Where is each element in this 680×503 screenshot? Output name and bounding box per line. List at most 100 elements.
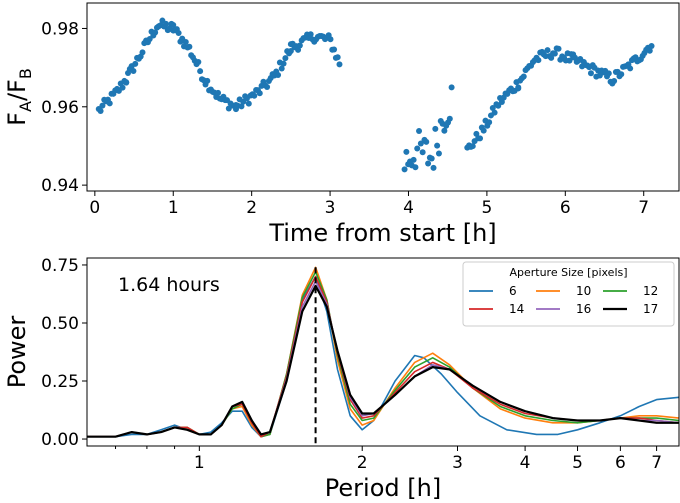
data-point xyxy=(618,71,625,78)
legend-title: Aperture Size [pixels] xyxy=(509,266,627,279)
series-line-17 xyxy=(87,284,679,438)
ylabel-sub-b: B xyxy=(16,68,35,79)
legend: Aperture Size [pixels] 6 10 12 14 16 17 xyxy=(462,261,675,327)
data-point xyxy=(130,67,137,74)
x-tick-label: 3 xyxy=(452,453,463,473)
y-tick-label: 0.00 xyxy=(41,430,79,450)
data-point xyxy=(548,54,555,61)
data-point xyxy=(432,125,439,132)
data-point xyxy=(605,70,612,77)
x-tick-label: 5 xyxy=(572,453,583,473)
y-tick-label: 0.94 xyxy=(41,176,79,196)
x-tick-label: 7 xyxy=(638,198,649,218)
data-point xyxy=(480,127,487,134)
period-annotation: 1.64 hours xyxy=(118,274,220,296)
periodogram-x-ticks: 1 2 3 4 5 6 7 xyxy=(115,446,662,473)
data-point xyxy=(264,83,271,90)
ylabel-sub-a: A xyxy=(16,101,35,112)
data-point xyxy=(441,127,448,134)
data-point xyxy=(175,29,182,36)
periodogram-axes-frame xyxy=(86,257,680,447)
data-point xyxy=(296,42,303,49)
data-point xyxy=(469,143,476,150)
legend-label-17: 17 xyxy=(643,302,658,316)
data-point xyxy=(414,145,421,152)
data-point xyxy=(106,100,113,107)
data-point xyxy=(515,84,522,91)
x-tick-label: 4 xyxy=(520,453,531,473)
data-point xyxy=(412,164,419,171)
legend-label-6: 6 xyxy=(509,284,517,298)
legend-items: 6 10 12 14 16 17 xyxy=(469,284,658,316)
data-point xyxy=(331,46,338,53)
x-tick-label: 1 xyxy=(194,453,205,473)
data-point xyxy=(416,128,423,135)
y-tick-label: 0.75 xyxy=(41,256,79,276)
data-point xyxy=(520,73,527,80)
lightcurve-axes-frame xyxy=(86,2,680,192)
data-point xyxy=(197,68,204,75)
y-tick-label: 0.50 xyxy=(41,314,79,334)
legend-label-14: 14 xyxy=(509,302,524,316)
y-tick-label: 0.25 xyxy=(41,372,79,392)
y-tick-label: 0.96 xyxy=(41,98,79,118)
data-point xyxy=(435,150,442,157)
data-point xyxy=(132,60,139,67)
data-point xyxy=(278,65,285,72)
data-point xyxy=(186,43,193,50)
data-point xyxy=(182,39,189,46)
x-tick-label: 4 xyxy=(403,198,414,218)
data-point xyxy=(256,90,263,97)
data-point xyxy=(97,108,104,115)
x-tick-label: 0 xyxy=(89,198,100,218)
legend-label-16: 16 xyxy=(576,302,591,316)
data-point xyxy=(423,138,430,145)
ylabel-f: F xyxy=(3,112,31,126)
x-tick-label: 3 xyxy=(325,198,336,218)
x-tick-label: 2 xyxy=(246,198,257,218)
data-point xyxy=(275,71,282,78)
data-point xyxy=(627,65,634,72)
data-point xyxy=(587,70,594,77)
legend-label-12: 12 xyxy=(643,284,658,298)
x-tick-label: 6 xyxy=(615,453,626,473)
data-point xyxy=(430,164,437,171)
data-point xyxy=(646,47,653,54)
data-point xyxy=(544,47,551,54)
y-tick-label: 0.98 xyxy=(41,19,79,39)
data-point xyxy=(419,149,426,156)
x-tick-label: 1 xyxy=(168,198,179,218)
lightcurve-points xyxy=(95,17,655,173)
data-point xyxy=(245,100,252,107)
data-point xyxy=(495,102,502,109)
data-point xyxy=(123,79,130,86)
data-point xyxy=(428,155,435,162)
data-point xyxy=(170,21,177,28)
data-point xyxy=(334,54,341,61)
lightcurve-panel: 0 1 2 3 4 5 6 7 0.94 0.96 0.98 Time from start [h… xyxy=(3,2,680,247)
data-point xyxy=(152,29,159,36)
data-point xyxy=(280,60,287,67)
ylabel-slash-f: /F xyxy=(3,79,31,101)
data-point xyxy=(195,58,202,65)
data-point xyxy=(486,119,493,126)
data-point xyxy=(555,45,562,52)
data-point xyxy=(425,160,432,167)
data-point xyxy=(401,166,408,173)
data-point xyxy=(119,84,126,91)
lightcurve-y-axis-label: FA/FB xyxy=(3,68,35,126)
data-point xyxy=(307,31,314,38)
lightcurve-x-ticks: 0 1 2 3 4 5 6 7 xyxy=(89,191,649,218)
data-point xyxy=(336,61,343,68)
periodogram-curves xyxy=(87,266,680,438)
data-point xyxy=(535,57,542,64)
data-point xyxy=(99,102,106,109)
legend-label-10: 10 xyxy=(576,284,591,298)
data-point xyxy=(491,109,498,116)
data-point xyxy=(477,135,484,142)
x-tick-label: 2 xyxy=(357,453,368,473)
data-point xyxy=(215,89,222,96)
data-point xyxy=(139,49,146,56)
